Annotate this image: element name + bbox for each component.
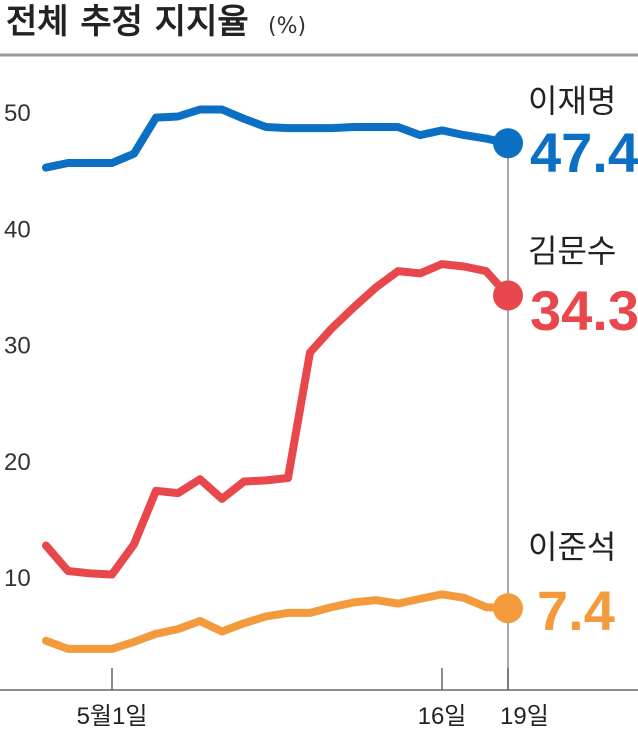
series-line-lee-jun-seok	[42, 590, 512, 653]
x-tick-label: 5월1일	[77, 703, 148, 730]
y-tick-label: 40	[4, 216, 31, 243]
series-name-lee-jae-myung: 이재명	[528, 82, 616, 120]
endpoint-dot-lee-jun-seok	[493, 593, 523, 624]
series-value-lee-jae-myung: 47.4	[530, 121, 638, 184]
series-name-kim-moon-soo: 김문수	[528, 232, 616, 270]
endpoint-dot-lee-jae-myung	[493, 128, 523, 159]
endpoint-dot-kim-moon-soo	[493, 280, 523, 311]
series-value-lee-jun-seok: 7.4	[537, 579, 615, 642]
y-tick-label: 50	[4, 100, 31, 127]
x-tick-label: 19일	[500, 703, 549, 730]
x-axis-ticks: 5월1일 16일 19일	[77, 668, 549, 730]
series-lee-jae-myung: 이재명 47.4	[42, 82, 638, 184]
y-axis-ticks: 10 20 30 40 50	[4, 100, 31, 592]
series-line-lee-jae-myung	[42, 105, 512, 172]
series-lee-jun-seok: 이준석 7.4	[42, 528, 616, 653]
y-tick-label: 30	[4, 333, 31, 360]
series-line-kim-moon-soo	[42, 260, 512, 579]
series-kim-moon-soo: 김문수 34.3	[42, 232, 638, 579]
chart-title: 전체 추정 지지율	[6, 2, 249, 42]
y-tick-label: 20	[4, 449, 31, 476]
x-tick-label: 16일	[418, 703, 467, 730]
y-tick-label: 10	[4, 565, 31, 592]
chart-unit: (%)	[268, 14, 306, 39]
series-value-kim-moon-soo: 34.3	[530, 279, 638, 342]
series-name-lee-jun-seok: 이준석	[528, 528, 616, 566]
